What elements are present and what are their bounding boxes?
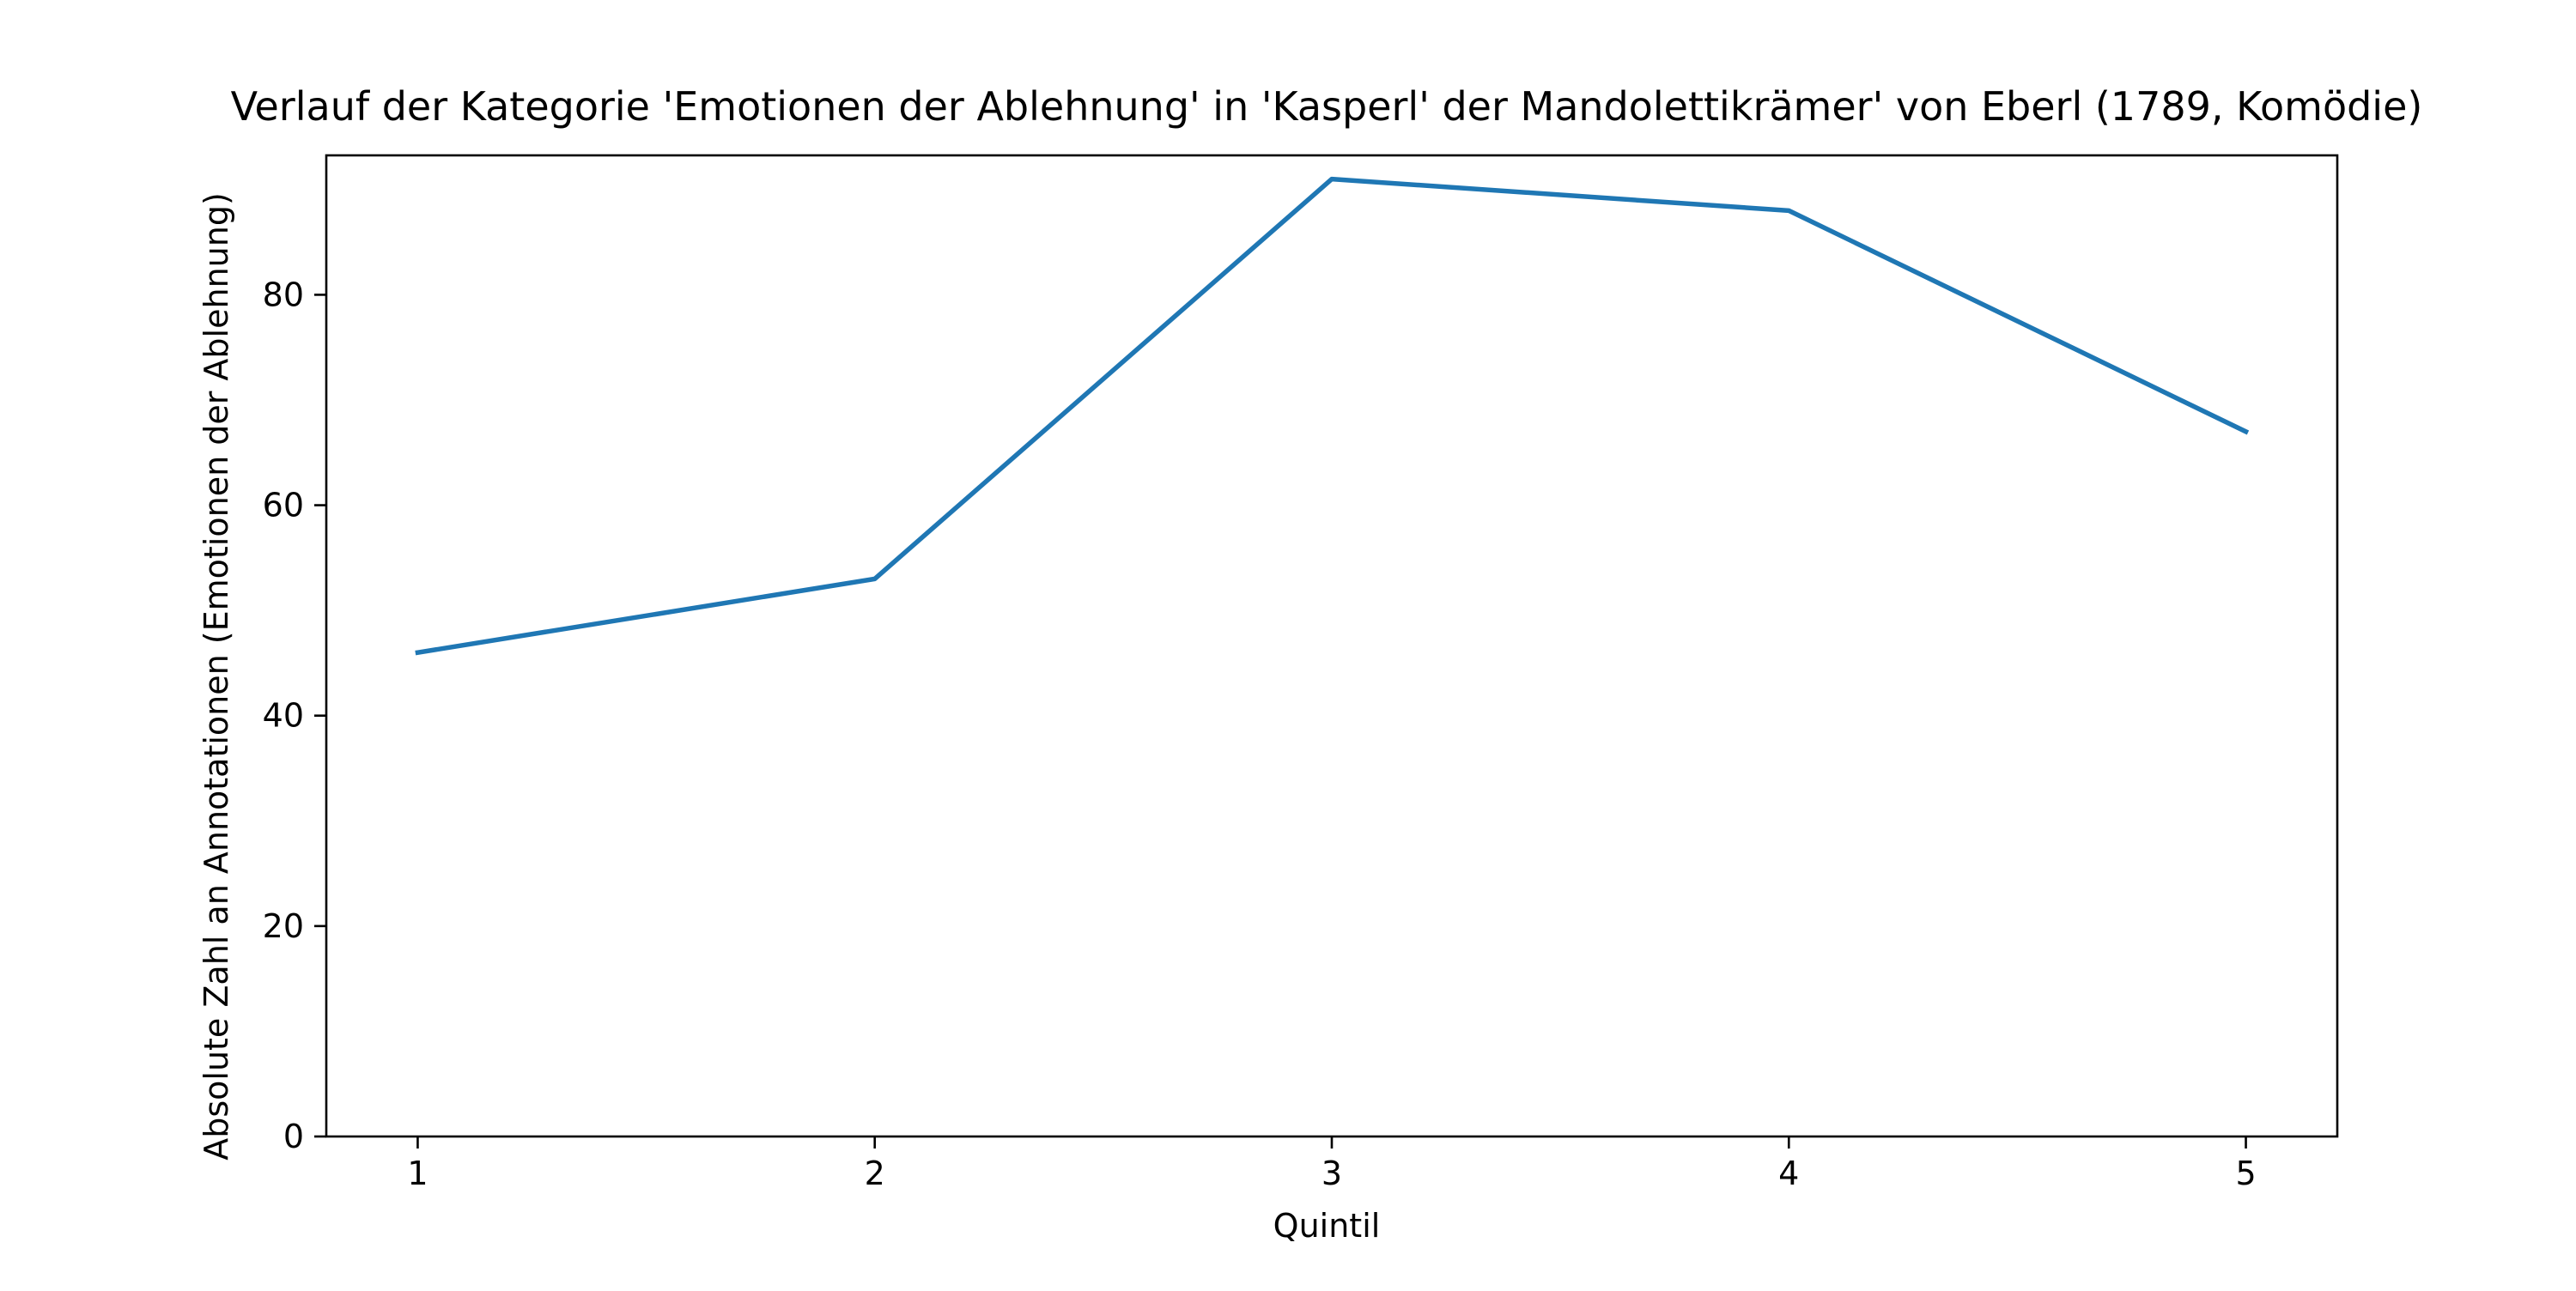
x-tick-label: 1 bbox=[407, 1155, 428, 1192]
y-tick-label: 60 bbox=[263, 487, 304, 524]
y-tick-label: 20 bbox=[263, 907, 304, 945]
plot-area: 1 2 3 4 5 0 20 40 60 80 bbox=[263, 154, 2339, 1192]
x-axis-label: Quintil bbox=[1273, 1207, 1381, 1245]
series-line bbox=[415, 176, 2250, 656]
y-tick-label: 40 bbox=[263, 697, 304, 735]
y-tick-label: 80 bbox=[263, 276, 304, 313]
y-axis-label: Absolute Zahl an Annotationen (Emotionen… bbox=[197, 192, 235, 1161]
x-tick-label: 2 bbox=[865, 1155, 885, 1192]
x-tick-label: 4 bbox=[1778, 1155, 1799, 1192]
y-tick-label: 0 bbox=[283, 1118, 304, 1155]
chart-title: Verlauf der Kategorie 'Emotionen der Abl… bbox=[231, 83, 2423, 130]
x-tick-label: 5 bbox=[2235, 1155, 2256, 1192]
x-tick-label: 3 bbox=[1321, 1155, 1342, 1192]
